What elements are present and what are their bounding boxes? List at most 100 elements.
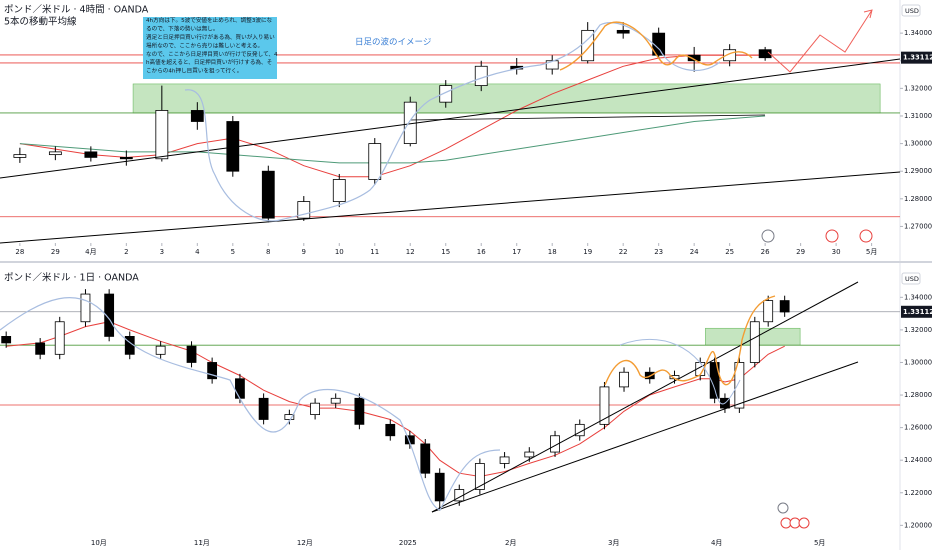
candle-body [599,386,610,425]
x-tick-label: 28 [15,248,24,256]
y-tick-label: 1.28000 [904,391,932,399]
x-tick-label: 16 [477,248,486,256]
last-price-box [901,51,932,64]
wave-image [0,297,501,511]
candle-body [723,49,737,62]
candle-body [474,463,485,490]
candle-body [420,443,431,474]
last-price-label: 1.33112 [903,308,932,316]
event-icon [825,229,839,243]
candle-body [619,371,629,388]
y-tick-label: 1.32000 [904,84,932,92]
x-tick-label: 19 [583,248,592,256]
candle-body [1,336,12,344]
projection-arrow [767,9,873,73]
wave-label: 日足の波のイメージ [355,37,431,48]
x-tick-label: 5月 [866,248,877,256]
y-tick-label: 1.28000 [904,195,932,203]
candle-body [84,151,98,158]
candle-body [330,397,341,404]
x-tick-label: 12 [406,248,415,256]
x-tick-label: 4月 [85,248,96,256]
candle-body [616,29,630,34]
candle-body [763,300,774,323]
candle-body [524,451,535,458]
currency-box [901,4,921,17]
y-tick-label: 1.26000 [904,424,932,432]
event-icon [761,229,775,243]
drawings-top [0,9,901,244]
candle-body [207,362,218,380]
candle-body [261,170,275,219]
x-tick-label: 2月 [505,539,516,547]
candle-body [104,293,115,337]
annotation-line: るので、下落の勢いは無し。 [146,25,219,33]
annotation-line: 週足と日足押目買い行けがある為、買いが入り易い [146,33,275,41]
candle-body [749,321,760,363]
x-tick-label: 4月 [711,539,722,547]
candle-body [550,435,560,453]
candle-body [545,60,559,70]
x-tick-label: 5月 [814,539,825,547]
event-icon [777,502,789,514]
trendline [431,281,859,513]
candle-body [758,49,772,59]
candle-body [48,151,62,156]
moving-average [6,321,785,478]
candle-body [186,345,197,363]
x-tick-label: 12月 [297,539,313,547]
y-tick-label: 1.29000 [904,167,932,175]
y-tick-label: 1.31000 [904,112,932,120]
trendline [0,58,901,179]
candle-body [284,414,295,420]
candle-body [35,342,46,355]
x-tick-label: 22 [619,248,628,256]
drawings-bottom [0,281,859,513]
candle-body [155,110,169,160]
wave-image [619,338,741,405]
candle-body [332,179,346,202]
currency-label: USD [905,275,919,283]
candle-body [687,54,701,62]
trendline [0,171,901,244]
x-tick-label: 30 [832,248,841,256]
candle-body [119,156,133,160]
candle-body [709,362,720,399]
wave-orange [559,21,753,71]
y-tick-label: 1.34000 [904,29,932,37]
candle-body [779,300,790,313]
x-tick-label: 26 [761,248,770,256]
x-tick-label: 24 [690,248,699,256]
annotation-line: こからの4h押し目買いを狙って行く。 [146,67,242,75]
event-icon [798,517,810,529]
candle-body [258,397,269,420]
moving-average [19,115,766,164]
candle-body [155,345,166,355]
y-tick-label: 1.34000 [904,293,932,301]
annotation-line: なので、ここから日足押目買いが行けで反発して、4 [146,50,278,58]
x-tick-label: 4 [195,248,200,256]
annotation-line: 場所なので、ここから売りは難しいと考える。 [146,41,263,49]
candle-body [80,293,91,323]
x-tick-label: 23 [654,248,663,256]
candle-body [235,378,245,399]
y-tick-label: 1.30000 [904,140,932,148]
x-tick-label: 10 [335,248,344,256]
moving-average [19,54,766,178]
candle-body [439,85,453,103]
x-tick-label: 25 [725,248,734,256]
candle-body [652,32,666,56]
y-tick-label: 1.30000 [904,358,932,366]
candle-body [310,402,321,415]
annotation-line: h高値を超えると、日足押目買いが行けする為、そ [146,58,272,66]
y-tick-label: 1.20000 [904,521,932,529]
candle-body [734,362,745,409]
chart-title: ポンド／米ドル · 4時間 · OANDA [4,4,149,16]
chart-subtitle: 5本の移動平均線 [4,16,77,28]
x-tick-label: 3 [160,248,164,256]
x-tick-label: 9 [302,248,306,256]
x-tick-label: 3月 [608,539,619,547]
x-tick-label: 29 [796,248,805,256]
